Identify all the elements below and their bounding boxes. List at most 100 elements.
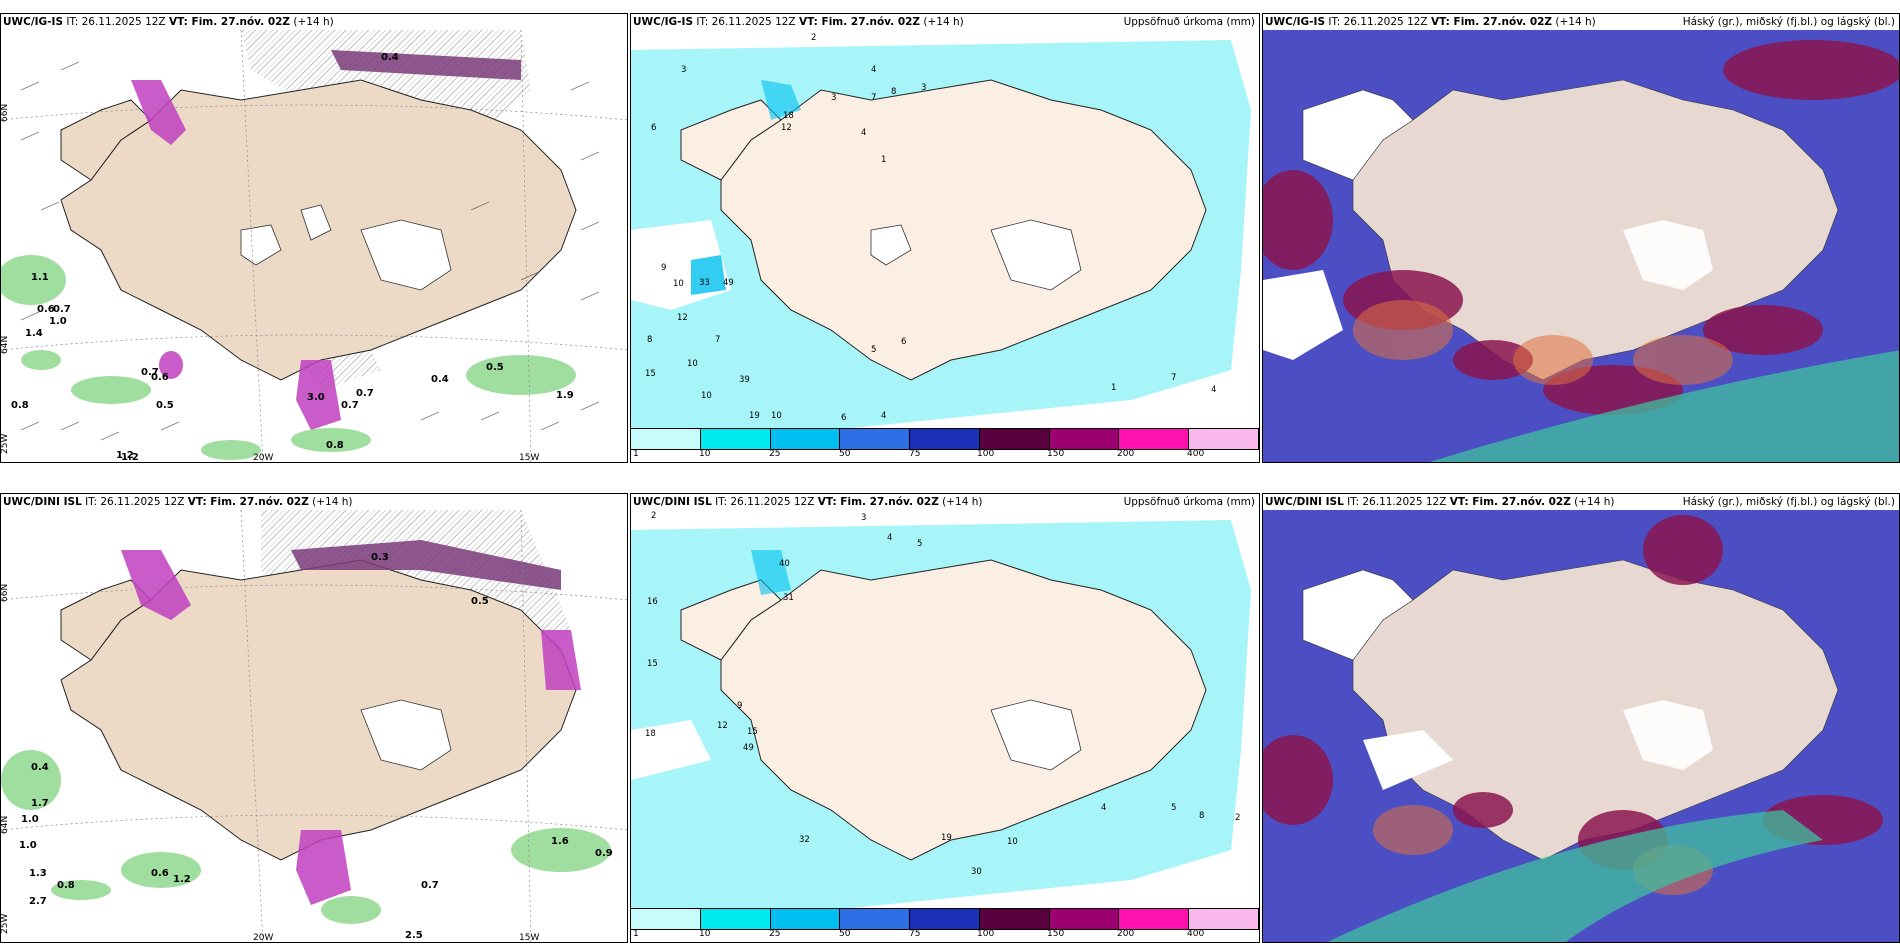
panel-top-precip: UWC/IG-IS IT: 26.11.2025 12Z VT: Fim. 27… (630, 13, 1260, 463)
wind-value-labels: 0.3 0.4 0.5 1.0 1.7 1.0 1.3 0.8 2.7 0.6 … (19, 552, 613, 941)
svg-text:0.5: 0.5 (486, 362, 504, 373)
svg-text:40: 40 (779, 559, 790, 569)
iceland-land (60, 79, 577, 381)
svg-text:10: 10 (701, 391, 712, 401)
svg-text:6: 6 (651, 123, 656, 133)
panel-title: Uppsöfnuð úrkoma (mm) (1123, 496, 1255, 508)
svg-text:31: 31 (783, 593, 794, 603)
low-cloud (1429, 350, 1899, 462)
svg-text:12: 12 (677, 313, 688, 323)
svg-text:15: 15 (747, 727, 758, 737)
svg-text:2: 2 (1235, 813, 1240, 823)
panel-title: Háský (gr.), miðský (fj.bl.) og lágský (… (1682, 16, 1895, 28)
panel-header: UWC/DINI ISL IT: 26.11.2025 12Z VT: Fim.… (1, 494, 627, 510)
legend-swatch (770, 909, 841, 929)
label-lon15: 15W (519, 453, 539, 463)
panel-header: UWC/IG-IS IT: 26.11.2025 12Z VT: Fim. 27… (631, 14, 1259, 30)
svg-text:4: 4 (861, 128, 866, 138)
svg-text:0.5: 0.5 (156, 400, 174, 411)
svg-text:10: 10 (771, 411, 782, 421)
wind-map-bottom: 66N 64N 25W 20W 15W 0.3 0.4 0.5 1.0 1.7 … (1, 510, 627, 943)
svg-text:0.4: 0.4 (381, 52, 399, 63)
init-time: 26.11.2025 12Z (1362, 496, 1447, 508)
legend-swatch (840, 429, 911, 449)
svg-text:8: 8 (647, 335, 652, 345)
panel-bottom-wind: UWC/DINI ISL IT: 26.11.2025 12Z VT: Fim.… (0, 493, 628, 943)
svg-text:2.7: 2.7 (29, 896, 47, 907)
wind-map-top: 66N 64N 25W 20W 15W 0.4 1.1 0.6 0.7 1.0 … (1, 30, 627, 463)
legend-swatch (1189, 429, 1259, 449)
cloud-map-bottom (1263, 510, 1899, 942)
panel-bottom-cloud: UWC/DINI ISL IT: 26.11.2025 12Z VT: Fim.… (1262, 493, 1900, 943)
svg-text:1: 1 (881, 155, 886, 165)
svg-text:5: 5 (917, 539, 922, 549)
svg-text:1: 1 (1111, 383, 1116, 393)
precip-legend: 1 10 25 50 75 100 150 200 400 (631, 428, 1259, 462)
svg-text:19: 19 (749, 411, 760, 421)
panel-header: UWC/DINI ISL IT: 26.11.2025 12Z VT: Fim.… (1263, 494, 1899, 510)
svg-text:2.5: 2.5 (405, 930, 423, 941)
svg-text:5: 5 (1171, 803, 1176, 813)
mid-cloud (1353, 300, 1733, 385)
svg-text:0.5: 0.5 (471, 596, 489, 607)
legend-ticks: 1 10 25 50 75 100 150 200 400 (633, 929, 1205, 939)
svg-text:1.9: 1.9 (556, 390, 574, 401)
svg-text:0.8: 0.8 (11, 400, 29, 411)
svg-text:0.3: 0.3 (371, 552, 389, 563)
init-time: 26.11.2025 12Z (100, 496, 185, 508)
svg-text:0.8: 0.8 (326, 440, 344, 451)
svg-text:3.0: 3.0 (307, 392, 325, 403)
svg-text:7: 7 (871, 93, 876, 103)
precip-value-labels: 2 3 4 5 16 40 31 15 9 12 15 49 32 18 10 … (645, 511, 1240, 877)
label-lat66: 66N (1, 584, 10, 602)
label-lon25: 25W (1, 434, 10, 454)
label-lon25: 25W (1, 914, 10, 934)
svg-text:3: 3 (831, 93, 836, 103)
wind-barbs (20, 61, 600, 441)
valid-time: VT: Fim. 27.nóv. 02Z (798, 16, 921, 28)
svg-text:4: 4 (871, 65, 876, 75)
label-lon20: 20W (253, 933, 273, 943)
legend-swatch (979, 909, 1050, 929)
magenta-precip (131, 50, 521, 430)
it-label: IT: (696, 16, 709, 28)
svg-text:1.0: 1.0 (19, 840, 37, 851)
init-time: 26.11.2025 12Z (81, 16, 166, 28)
legend-swatch (1049, 909, 1120, 929)
valid-time: VT: Fim. 27.nóv. 02Z (168, 16, 291, 28)
svg-text:1.0: 1.0 (49, 316, 67, 327)
model-name: UWC/DINI ISL (633, 496, 712, 508)
svg-text:0.6: 0.6 (37, 304, 55, 315)
svg-text:9: 9 (661, 263, 666, 273)
svg-text:1.4: 1.4 (25, 328, 43, 339)
svg-text:10: 10 (673, 279, 684, 289)
legend-swatch (840, 909, 911, 929)
svg-text:4: 4 (1101, 803, 1106, 813)
legend-swatch (631, 429, 701, 449)
precip-map-bottom: 2 3 4 5 16 40 31 15 9 12 15 49 32 18 10 … (631, 510, 1259, 910)
svg-text:4: 4 (881, 411, 886, 421)
svg-text:1.7: 1.7 (31, 798, 49, 809)
svg-text:49: 49 (723, 278, 734, 288)
legend-bar (631, 428, 1259, 450)
lead-time: (+14 h) (923, 16, 964, 28)
panel-title: Háský (gr.), miðský (fj.bl.) og lágský (… (1682, 496, 1895, 508)
svg-text:19: 19 (941, 833, 952, 843)
svg-text:12: 12 (781, 123, 792, 133)
label-lat64: 64N (1, 336, 10, 354)
label-lat64: 64N (1, 816, 10, 834)
svg-text:33: 33 (699, 278, 710, 288)
legend-swatch (1049, 429, 1120, 449)
label-lat66: 66N (1, 104, 10, 122)
svg-text:1.0: 1.0 (21, 814, 39, 825)
svg-text:6: 6 (841, 413, 846, 423)
it-label: IT: (715, 496, 728, 508)
svg-text:7: 7 (715, 335, 720, 345)
svg-text:0.7: 0.7 (53, 304, 71, 315)
svg-text:2: 2 (651, 511, 656, 521)
it-label: IT: (66, 16, 79, 28)
legend-swatch (770, 429, 841, 449)
panel-header: UWC/IG-IS IT: 26.11.2025 12Z VT: Fim. 27… (1, 14, 627, 30)
svg-text:1.2: 1.2 (116, 450, 134, 461)
svg-text:3: 3 (861, 513, 866, 523)
